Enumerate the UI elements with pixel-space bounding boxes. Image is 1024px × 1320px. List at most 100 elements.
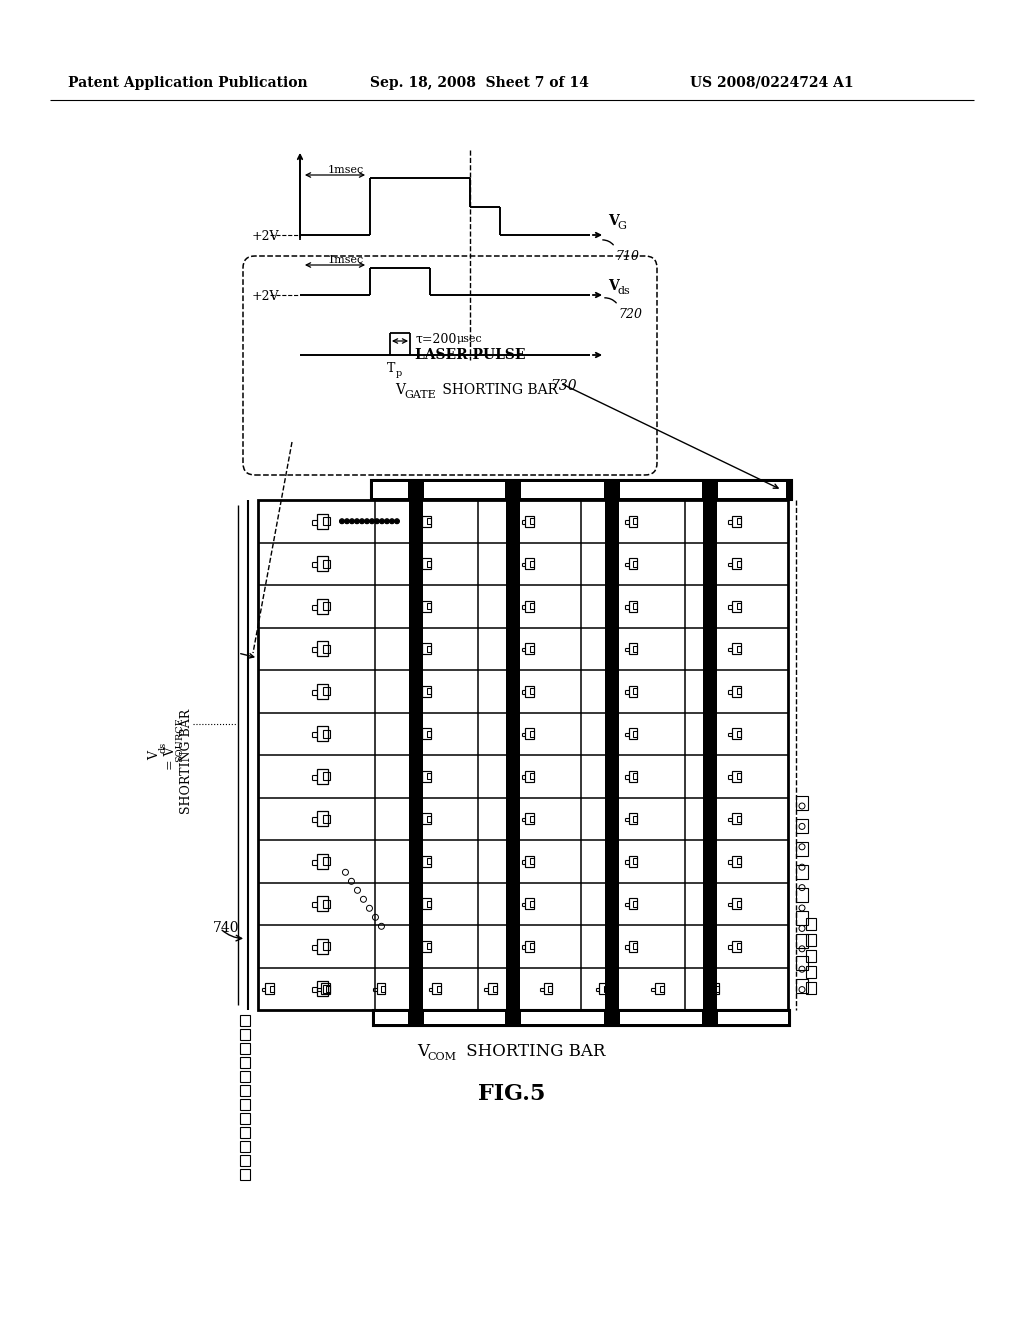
Circle shape <box>340 519 344 524</box>
Bar <box>240 1170 250 1180</box>
Circle shape <box>380 519 384 524</box>
Bar <box>324 858 330 865</box>
Bar <box>736 731 740 737</box>
Bar <box>621 1012 702 1024</box>
Bar <box>736 858 740 865</box>
Bar <box>634 731 637 737</box>
Text: 720: 720 <box>618 309 642 322</box>
Bar <box>806 919 816 931</box>
Bar <box>629 855 637 867</box>
Bar <box>377 983 385 994</box>
Text: μsec: μsec <box>457 334 482 345</box>
Bar <box>634 774 637 779</box>
Bar <box>525 558 535 569</box>
Bar <box>316 556 328 572</box>
Text: Patent Application Publication: Patent Application Publication <box>68 77 307 90</box>
Bar <box>240 1057 250 1068</box>
Text: T: T <box>387 363 395 375</box>
Bar <box>796 933 808 948</box>
Text: +2V: +2V <box>252 231 280 243</box>
Bar <box>732 771 740 781</box>
Bar <box>316 981 328 997</box>
Bar <box>422 898 431 909</box>
Bar <box>718 482 786 498</box>
Bar <box>525 516 535 527</box>
Text: SHORTING BAR: SHORTING BAR <box>180 709 194 817</box>
Bar <box>427 858 431 865</box>
Bar <box>732 558 740 569</box>
Bar <box>732 855 740 867</box>
Bar <box>806 950 816 962</box>
Bar <box>806 935 816 946</box>
Bar <box>634 519 637 524</box>
Bar <box>629 771 637 781</box>
Text: 1msec: 1msec <box>328 255 365 265</box>
Bar <box>732 643 740 655</box>
Bar <box>796 911 808 924</box>
Bar <box>634 603 637 609</box>
Text: FIG.5: FIG.5 <box>478 1082 546 1105</box>
Bar <box>530 561 535 566</box>
Bar <box>654 983 664 994</box>
Bar <box>629 813 637 825</box>
Text: ds: ds <box>617 286 630 296</box>
Bar <box>732 898 740 909</box>
Text: G: G <box>617 220 626 231</box>
Text: SHORTING BAR: SHORTING BAR <box>461 1043 605 1060</box>
Bar <box>525 813 535 825</box>
Bar <box>796 818 808 833</box>
Bar <box>711 983 719 994</box>
Circle shape <box>385 519 389 524</box>
Bar <box>525 685 535 697</box>
Text: τ=200: τ=200 <box>415 333 457 346</box>
Bar <box>324 985 330 993</box>
Bar <box>521 482 604 498</box>
Bar <box>736 561 740 566</box>
Bar <box>736 645 740 652</box>
Bar <box>437 986 441 991</box>
Bar <box>530 902 535 907</box>
Bar <box>240 1113 250 1125</box>
Text: 740: 740 <box>213 921 240 936</box>
Bar <box>736 603 740 609</box>
Bar <box>493 986 497 991</box>
Bar <box>525 771 535 781</box>
Bar <box>422 855 431 867</box>
Bar <box>732 601 740 612</box>
Bar <box>736 689 740 694</box>
Bar <box>487 983 497 994</box>
Text: V: V <box>417 1043 429 1060</box>
Bar <box>796 979 808 994</box>
Bar <box>634 816 637 821</box>
Bar <box>732 941 740 952</box>
Circle shape <box>354 519 359 524</box>
Text: V: V <box>608 214 618 228</box>
Bar <box>525 601 535 612</box>
Bar <box>316 939 328 954</box>
Bar <box>427 689 431 694</box>
Bar <box>634 645 637 652</box>
Text: 1msec: 1msec <box>328 165 365 176</box>
Bar <box>324 900 330 908</box>
Text: p: p <box>396 368 402 378</box>
Bar <box>422 516 431 527</box>
Bar <box>634 858 637 865</box>
Text: SOURCE: SOURCE <box>175 718 184 763</box>
Bar <box>736 519 740 524</box>
Bar <box>427 645 431 652</box>
Circle shape <box>345 519 349 524</box>
Bar <box>240 1155 250 1166</box>
Bar <box>324 942 330 950</box>
Bar <box>324 645 330 652</box>
Text: 710: 710 <box>615 251 639 264</box>
Circle shape <box>365 519 369 524</box>
Bar <box>427 774 431 779</box>
Bar <box>422 941 431 952</box>
Bar <box>629 601 637 612</box>
Text: V: V <box>395 383 406 397</box>
Bar <box>270 986 274 991</box>
Text: LASER PULSE: LASER PULSE <box>415 348 525 362</box>
Bar <box>525 898 535 909</box>
Bar <box>530 645 535 652</box>
Bar <box>599 983 608 994</box>
